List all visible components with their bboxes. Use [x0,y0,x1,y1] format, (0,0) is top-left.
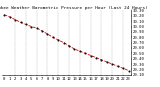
Title: Milwaukee Weather Barometric Pressure per Hour (Last 24 Hours): Milwaukee Weather Barometric Pressure pe… [0,6,148,10]
